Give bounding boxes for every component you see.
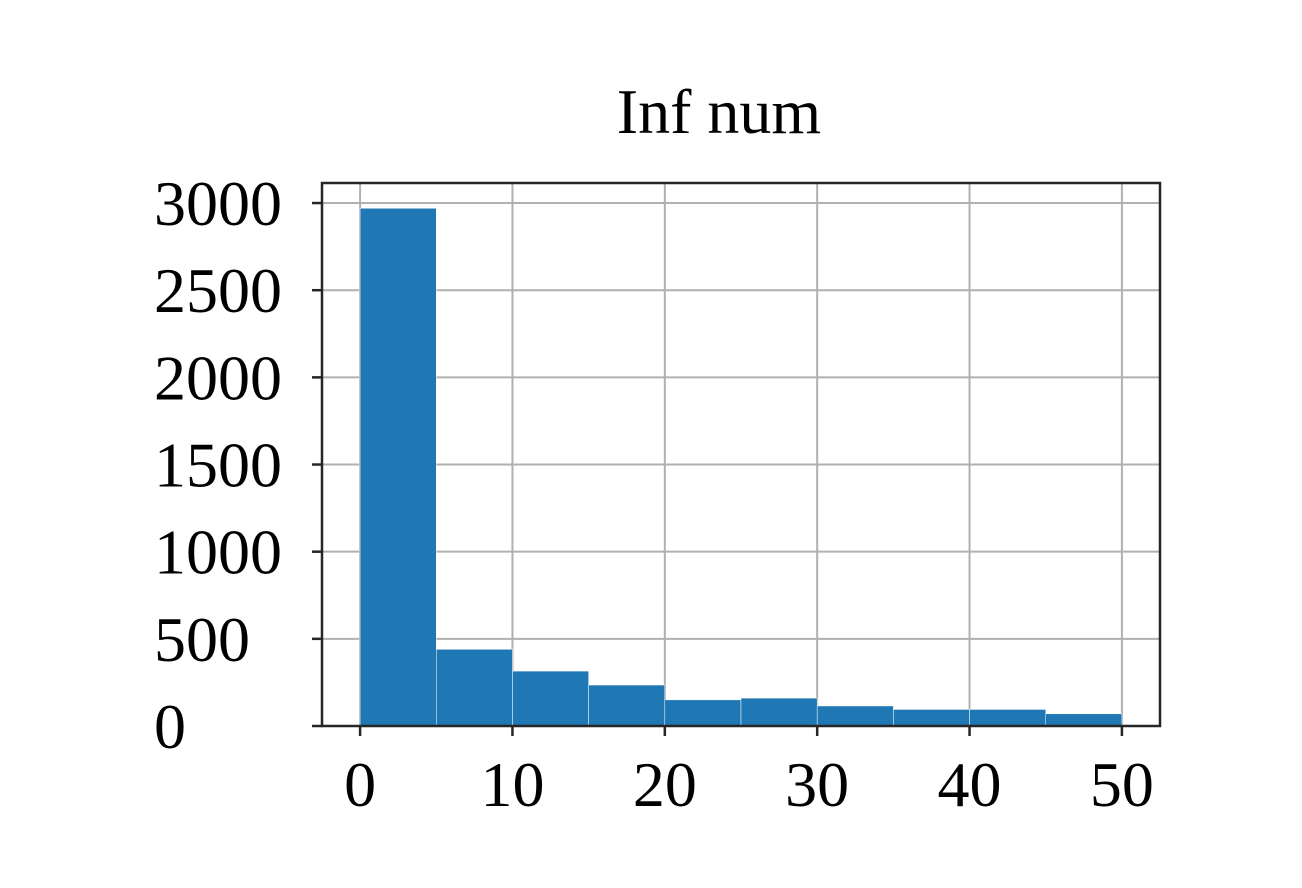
y-tick-label-6: 3000 [154, 168, 282, 239]
x-tick-label-5: 50 [1090, 749, 1154, 820]
x-tick-label-4: 40 [938, 749, 1002, 820]
y-tick-labels: 0 500 1000 1500 2000 2500 3000 [154, 168, 282, 762]
y-tick-label-5: 2500 [154, 255, 282, 326]
x-tick-label-0: 0 [344, 749, 376, 820]
y-tick-label-3: 1500 [154, 430, 282, 501]
x-tick-label-3: 30 [785, 749, 849, 820]
histogram-bar-2 [512, 670, 589, 727]
x-tick-label-1: 10 [480, 749, 544, 820]
histogram-bar-5 [740, 697, 818, 727]
histogram-bar-9 [1045, 713, 1123, 727]
bars-group [359, 208, 1123, 727]
histogram-bar-6 [816, 705, 894, 727]
plot-frame [320, 181, 1162, 728]
y-tick-label-4: 2000 [154, 342, 282, 413]
axis-ticks [312, 201, 1124, 736]
y-tick-label-1: 500 [154, 604, 250, 675]
x-tick-labels: 0 10 20 30 40 50 [344, 749, 1154, 820]
chart-title: Inf num [617, 76, 821, 147]
histogram-bar-0 [359, 208, 437, 727]
histogram-bar-1 [436, 649, 513, 727]
grid-lines [322, 183, 1160, 727]
histogram-bar-7 [893, 709, 970, 727]
x-tick-label-2: 20 [633, 749, 697, 820]
histogram-bar-4 [664, 699, 742, 727]
histogram-bar-3 [588, 684, 666, 727]
y-tick-label-2: 1000 [154, 517, 282, 588]
histogram-bar-8 [969, 709, 1046, 727]
y-tick-label-0: 0 [154, 691, 186, 762]
